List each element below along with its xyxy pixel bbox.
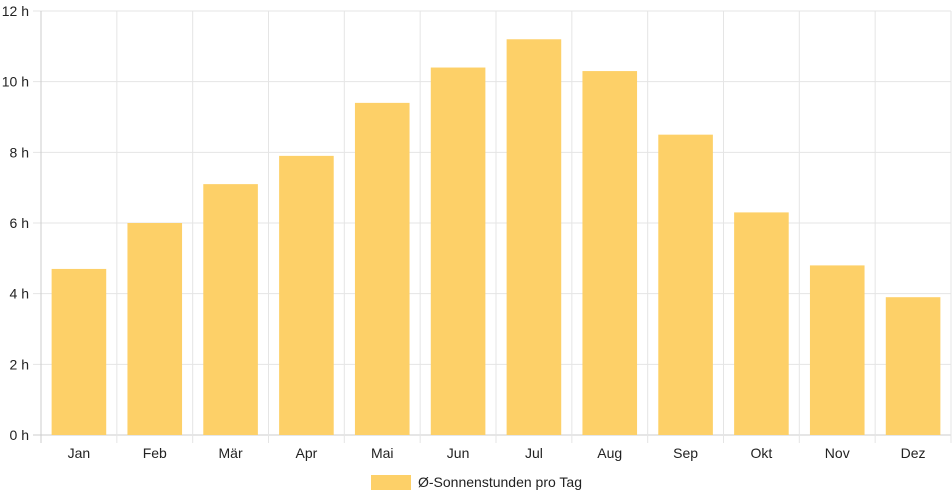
y-tick-label: 0 h (10, 427, 29, 443)
x-tick-label: Okt (751, 445, 773, 461)
bar-nov[interactable] (809, 265, 865, 435)
bar-aug[interactable] (582, 71, 638, 436)
y-axis-ticks: 0 h 2 h 4 h 6 h 8 h 10 h 12 h (2, 3, 29, 443)
y-tick-label: 6 h (10, 215, 29, 231)
bar-feb[interactable] (127, 223, 183, 435)
x-axis-ticks: Jan Feb Mär Apr Mai Jun Jul Aug Sep Okt Nov Dez (68, 445, 926, 461)
x-tick-label: Dez (901, 445, 926, 461)
legend-swatch (371, 475, 411, 490)
bar-apr[interactable] (279, 155, 334, 435)
legend[interactable]: Ø-Sonnenstunden pro Tag (371, 474, 582, 490)
x-tick-label: Jul (525, 445, 543, 461)
bar-dez[interactable] (885, 297, 941, 435)
x-tick-label: Apr (296, 445, 318, 461)
bar-mai[interactable] (354, 102, 410, 435)
bar-sep[interactable] (658, 134, 713, 435)
x-tick-label: Jan (68, 445, 91, 461)
y-tick-label: 4 h (10, 286, 29, 302)
x-tick-label: Nov (825, 445, 850, 461)
y-tick-label: 8 h (10, 144, 29, 160)
y-tick-label: 12 h (2, 3, 29, 19)
bar-jan[interactable] (51, 268, 107, 435)
y-tick-label: 2 h (10, 356, 29, 372)
grid-layer (33, 10, 952, 443)
bar-jun[interactable] (430, 67, 486, 436)
x-tick-label: Mär (219, 445, 243, 461)
x-tick-label: Aug (597, 445, 622, 461)
x-tick-label: Sep (673, 445, 698, 461)
bar-mär[interactable] (203, 184, 258, 435)
x-tick-label: Jun (447, 445, 470, 461)
x-tick-label: Feb (143, 445, 167, 461)
x-tick-label: Mai (371, 445, 394, 461)
bar-okt[interactable] (734, 212, 789, 435)
y-tick-label: 10 h (2, 74, 29, 90)
legend-label: Ø-Sonnenstunden pro Tag (418, 474, 582, 490)
bar-jul[interactable] (506, 39, 562, 436)
bars-layer (51, 39, 941, 436)
